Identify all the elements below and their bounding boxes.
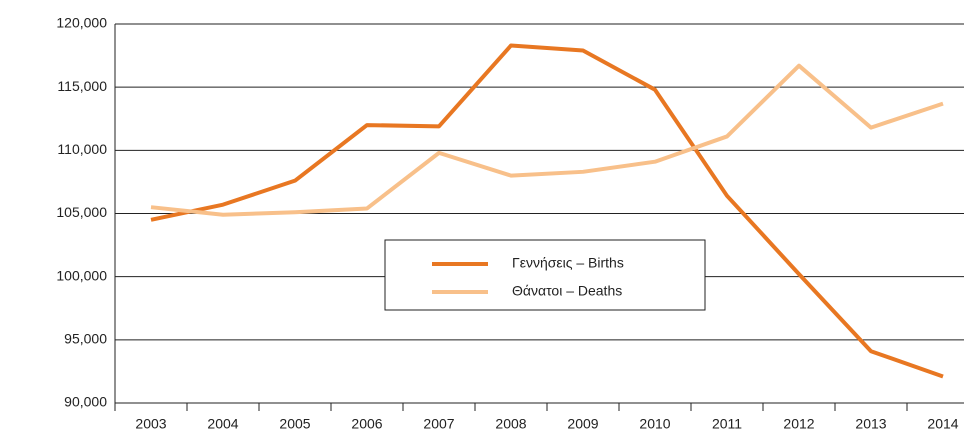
x-tick-label: 2013 [855,416,886,432]
y-tick-label: 100,000 [56,267,107,283]
x-tick-label: 2006 [351,416,382,432]
x-tick-label: 2007 [423,416,454,432]
data-line [150,63,944,217]
x-tick-label: 2012 [783,416,814,432]
x-tick-label: 2011 [712,416,742,432]
y-tick-label: 110,000 [57,141,107,157]
y-tick-label: 120,000 [56,15,107,31]
x-tick-label: 2010 [639,416,670,432]
legend-box [384,239,706,311]
x-tick-label: 2014 [927,416,958,432]
x-tick-label: 2004 [207,416,238,432]
x-tick-label: 2005 [279,416,310,432]
y-tick-label: 105,000 [56,204,107,220]
legend-label: Θάνατοι – Deaths [512,283,622,299]
legend-label: Γεννήσεις – Births [512,255,624,271]
data-line [150,43,944,379]
y-tick-label: 95,000 [64,331,107,347]
x-tick-label: 2003 [135,416,166,432]
y-tick-label: 90,000 [64,394,107,410]
y-tick-label: 115,000 [57,78,107,94]
x-tick-label: 2008 [495,416,526,432]
x-tick-label: 2009 [567,416,598,432]
